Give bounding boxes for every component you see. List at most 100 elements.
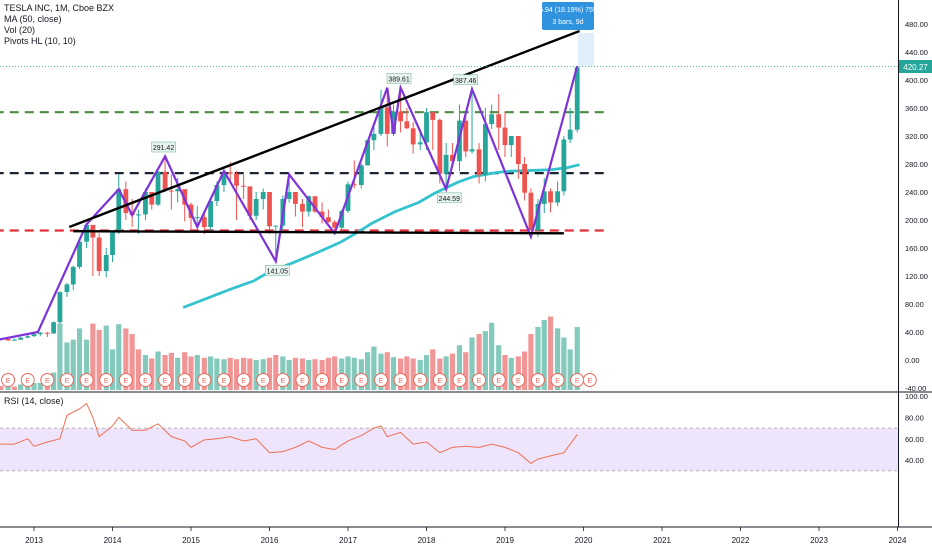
candle-body bbox=[358, 165, 364, 185]
earnings-marker-text: E bbox=[398, 378, 403, 385]
volume-bar bbox=[83, 339, 90, 390]
earnings-marker bbox=[79, 373, 94, 387]
earnings-marker bbox=[550, 373, 565, 387]
time-tick-label: 2018 bbox=[418, 536, 436, 545]
volume-bar bbox=[247, 358, 253, 390]
price-tick-label: 0.00 bbox=[905, 356, 920, 365]
candle-body bbox=[541, 191, 547, 204]
lower-trendline bbox=[73, 230, 564, 235]
candle-body bbox=[496, 114, 502, 128]
earnings-marker-text: E bbox=[418, 378, 423, 385]
candle-body bbox=[37, 332, 43, 335]
time-tick-label: 2014 bbox=[104, 536, 122, 545]
candle-body bbox=[306, 196, 312, 212]
candle-body bbox=[51, 322, 57, 334]
ma50-path bbox=[182, 163, 580, 309]
earnings-marker-text: E bbox=[143, 378, 148, 385]
earnings-marker-text: E bbox=[202, 378, 207, 385]
zigzag-path bbox=[0, 65, 579, 341]
earnings-marker bbox=[530, 373, 545, 387]
time-tick-label: 2019 bbox=[496, 536, 514, 545]
indicator-ma[interactable]: MA (50, close) bbox=[4, 14, 62, 24]
last-price-tag: 420.27 bbox=[0, 60, 932, 73]
pivot-label: 387.46 bbox=[455, 78, 477, 85]
volume-bar bbox=[168, 352, 174, 390]
earnings-marker-text: E bbox=[379, 378, 384, 385]
volume-bar bbox=[489, 322, 495, 390]
candle-body bbox=[116, 189, 122, 233]
earnings-marker bbox=[1, 373, 16, 387]
candle-body bbox=[11, 339, 17, 341]
measure-tool[interactable]: 75.94 (18.19%) 7594 3 bars, 9d bbox=[535, 2, 601, 66]
earnings-marker-text: E bbox=[359, 378, 364, 385]
pivot-labels: 291.42 389.61 387.46 244.59 141.05 bbox=[151, 72, 479, 276]
pivot-label: 244.59 bbox=[439, 196, 461, 203]
candle-body bbox=[567, 129, 573, 140]
last-price-badge bbox=[899, 60, 932, 73]
volume-bar bbox=[57, 323, 63, 390]
volume-bar bbox=[227, 357, 233, 390]
pivot-label: 141.05 bbox=[267, 268, 289, 275]
candle-body bbox=[31, 334, 37, 337]
time-tick-label: 2016 bbox=[261, 536, 279, 545]
candle-body bbox=[110, 232, 115, 255]
volume-bar bbox=[109, 349, 116, 390]
candle-body bbox=[227, 172, 233, 174]
candle-body bbox=[489, 114, 495, 125]
candle-body bbox=[241, 185, 246, 187]
volume-bar bbox=[0, 385, 4, 390]
price-tick-label: 200.00 bbox=[905, 216, 928, 225]
candle-body bbox=[319, 211, 325, 218]
price-tick-label: 240.00 bbox=[905, 188, 928, 197]
candle-body bbox=[443, 154, 449, 174]
time-tick-label: 2024 bbox=[889, 536, 907, 545]
volume-bar bbox=[175, 357, 181, 390]
volume-bar bbox=[233, 359, 240, 390]
volume-bar bbox=[390, 357, 397, 390]
volume-bar bbox=[410, 358, 416, 390]
indicator-pivots[interactable]: Pivots HL (10, 10) bbox=[4, 36, 76, 46]
volume-bar bbox=[18, 384, 24, 390]
candle-body bbox=[194, 217, 200, 219]
candle-body bbox=[143, 192, 148, 215]
ma50-line bbox=[182, 163, 580, 309]
indicator-vol[interactable]: Vol (20) bbox=[4, 25, 36, 35]
volume-bar bbox=[522, 351, 528, 390]
volume-bar bbox=[469, 337, 475, 390]
candle-body bbox=[404, 121, 410, 129]
last-price-value: 420.27 bbox=[903, 63, 928, 72]
candle-body bbox=[286, 192, 292, 199]
price-tick-label: 360.00 bbox=[905, 104, 928, 113]
earnings-marker-text: E bbox=[516, 378, 521, 385]
candle-body bbox=[44, 332, 50, 334]
symbol-title[interactable]: TESLA INC, 1M, Cboe BZX bbox=[4, 3, 115, 13]
volume-bar bbox=[449, 353, 456, 390]
rsi-panel bbox=[0, 427, 898, 472]
rsi-tick-label: 40.00 bbox=[905, 456, 924, 465]
time-tick-label: 2021 bbox=[653, 536, 671, 545]
candle-body bbox=[267, 192, 272, 227]
volume-bar bbox=[142, 355, 149, 390]
candle-body bbox=[96, 237, 102, 272]
indicator-rsi[interactable]: RSI (14, close) bbox=[4, 396, 64, 406]
price-tick-label: 280.00 bbox=[905, 160, 928, 169]
earnings-marker bbox=[472, 373, 487, 387]
pivot-label: 389.61 bbox=[388, 76, 410, 83]
measure-box[interactable] bbox=[542, 2, 594, 30]
candle-body bbox=[502, 127, 508, 146]
volume-bar bbox=[135, 349, 142, 390]
earnings-marker-text: E bbox=[84, 378, 89, 385]
candle-body bbox=[155, 171, 161, 205]
pivot-label-box bbox=[265, 264, 290, 276]
volume-bar bbox=[443, 356, 449, 390]
candle-body bbox=[332, 222, 338, 228]
earnings-marker-text: E bbox=[163, 378, 168, 385]
volume-bar bbox=[502, 355, 508, 390]
candle-body bbox=[325, 217, 331, 223]
earnings-marker bbox=[118, 373, 133, 387]
volume-bar bbox=[182, 352, 188, 390]
earnings-marker bbox=[373, 373, 388, 387]
volume-bar bbox=[528, 334, 534, 390]
candle-body bbox=[136, 214, 141, 216]
